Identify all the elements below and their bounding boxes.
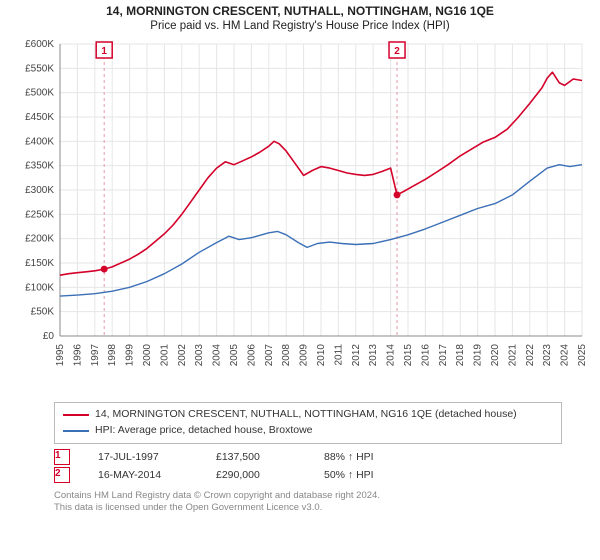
svg-text:£250K: £250K [25,209,54,220]
svg-text:£150K: £150K [25,258,54,269]
sale-marker-icon: 1 [54,449,70,465]
svg-text:2009: 2009 [299,344,310,367]
svg-text:2014: 2014 [386,344,397,367]
sale-price: £290,000 [216,469,296,481]
svg-text:2017: 2017 [438,344,449,367]
svg-text:£50K: £50K [31,307,55,318]
sale-row: 2 16-MAY-2014 £290,000 50% ↑ HPI [54,466,562,484]
legend-swatch [63,414,89,416]
svg-text:2005: 2005 [229,344,240,367]
sale-date: 16-MAY-2014 [98,469,188,481]
svg-text:2010: 2010 [316,344,327,367]
sale-marker-icon: 2 [54,467,70,483]
svg-text:£600K: £600K [25,39,54,50]
legend-item: HPI: Average price, detached house, Brox… [63,423,553,439]
line-chart-svg: £0 £50K £100K £150K £200K £250K £300K £350K £400… [10,36,590,396]
svg-text:2008: 2008 [281,344,292,367]
footer-attribution: Contains HM Land Registry data © Crown c… [54,490,562,515]
sales-table: 1 17-JUL-1997 £137,500 88% ↑ HPI 2 16-MAY-201… [54,448,562,484]
legend-item: 14, MORNINGTON CRESCENT, NUTHALL, NOTTIN… [63,407,553,423]
svg-text:2018: 2018 [455,344,466,367]
svg-text:1999: 1999 [125,344,136,367]
svg-text:2020: 2020 [490,344,501,367]
svg-text:2000: 2000 [142,344,153,367]
svg-text:2021: 2021 [507,344,518,367]
svg-text:£100K: £100K [25,282,54,293]
svg-text:£400K: £400K [25,136,54,147]
chart-title: 14, MORNINGTON CRESCENT, NUTHALL, NOTTIN… [10,4,590,18]
svg-text:1997: 1997 [90,344,101,367]
svg-text:2003: 2003 [194,344,205,367]
svg-text:2023: 2023 [542,344,553,367]
svg-text:2013: 2013 [368,344,379,367]
svg-text:2002: 2002 [177,344,188,367]
svg-text:£350K: £350K [25,161,54,172]
chart-subtitle: Price paid vs. HM Land Registry's House … [10,20,590,32]
svg-text:2022: 2022 [525,344,536,367]
svg-text:2012: 2012 [351,344,362,367]
sale-date: 17-JUL-1997 [98,451,188,463]
svg-text:1998: 1998 [107,344,118,367]
svg-text:2004: 2004 [212,344,223,367]
svg-text:£300K: £300K [25,185,54,196]
svg-text:2019: 2019 [473,344,484,367]
svg-text:2006: 2006 [246,344,257,367]
svg-text:£550K: £550K [25,63,54,74]
svg-text:2007: 2007 [264,344,275,367]
legend-label: 14, MORNINGTON CRESCENT, NUTHALL, NOTTIN… [95,407,517,423]
svg-text:1996: 1996 [72,344,83,367]
footer-line-1: Contains HM Land Registry data © Crown c… [54,490,562,502]
sale-hpi-delta: 50% ↑ HPI [324,469,424,481]
svg-text:£450K: £450K [25,112,54,123]
legend-swatch [63,430,89,432]
svg-text:2011: 2011 [333,344,344,366]
legend-label: HPI: Average price, detached house, Brox… [95,423,313,439]
svg-text:2001: 2001 [159,344,170,367]
chart-area: £0 £50K £100K £150K £200K £250K £300K £350K £400… [10,36,590,396]
svg-text:2016: 2016 [420,344,431,367]
svg-text:2: 2 [394,46,400,57]
svg-text:2025: 2025 [577,344,588,367]
chart-container: 14, MORNINGTON CRESCENT, NUTHALL, NOTTIN… [0,0,600,560]
svg-text:£0: £0 [43,331,55,342]
svg-text:2015: 2015 [403,344,414,367]
svg-text:£200K: £200K [25,234,54,245]
sale-price: £137,500 [216,451,296,463]
sale-hpi-delta: 88% ↑ HPI [324,451,424,463]
svg-text:£500K: £500K [25,88,54,99]
sale-row: 1 17-JUL-1997 £137,500 88% ↑ HPI [54,448,562,466]
svg-text:1995: 1995 [55,344,66,367]
svg-text:2024: 2024 [560,344,571,367]
svg-text:1: 1 [101,46,107,57]
footer-line-2: This data is licensed under the Open Gov… [54,502,562,514]
legend: 14, MORNINGTON CRESCENT, NUTHALL, NOTTIN… [54,402,562,444]
